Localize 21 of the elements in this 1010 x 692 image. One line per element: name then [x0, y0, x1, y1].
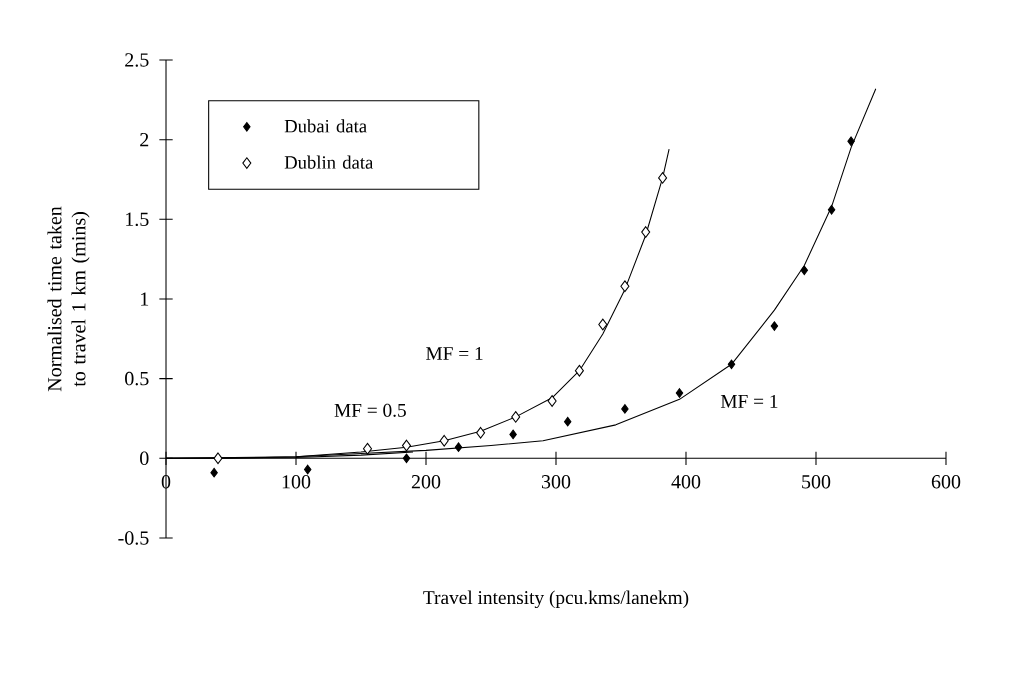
y-tick-label: -0.5 — [118, 531, 149, 545]
x-axis-title: Travel intensity (pcu.kms/lanekm) — [423, 590, 689, 609]
y-tick-label: 2.5 — [125, 53, 149, 67]
annotation: MF = 0.5 — [334, 403, 406, 417]
y-tick-label: 2 — [140, 133, 149, 147]
annotation: MF = 1 — [720, 394, 778, 408]
x-tick-label: 0 — [161, 475, 171, 489]
x-tick-label: 200 — [411, 475, 441, 489]
annotation: MF = 1 — [426, 347, 483, 360]
y-axis-title: Normalised time taken to travel 1 km (mins) — [47, 206, 90, 392]
x-tick-label: 100 — [282, 475, 311, 489]
y-tick-label: 0.5 — [125, 371, 149, 386]
legend-label: Dubai data — [284, 119, 367, 133]
y-tick-label: 0 — [140, 451, 149, 466]
y-tick-label: 1.5 — [126, 212, 149, 227]
legend-label: Dublin data — [284, 155, 374, 169]
x-tick-label: 400 — [671, 475, 701, 489]
x-tick-label: 300 — [541, 475, 571, 489]
y-tick-label: 1 — [141, 292, 149, 306]
x-tick-label: 600 — [931, 475, 961, 489]
x-tick-label: 500 — [802, 475, 831, 489]
